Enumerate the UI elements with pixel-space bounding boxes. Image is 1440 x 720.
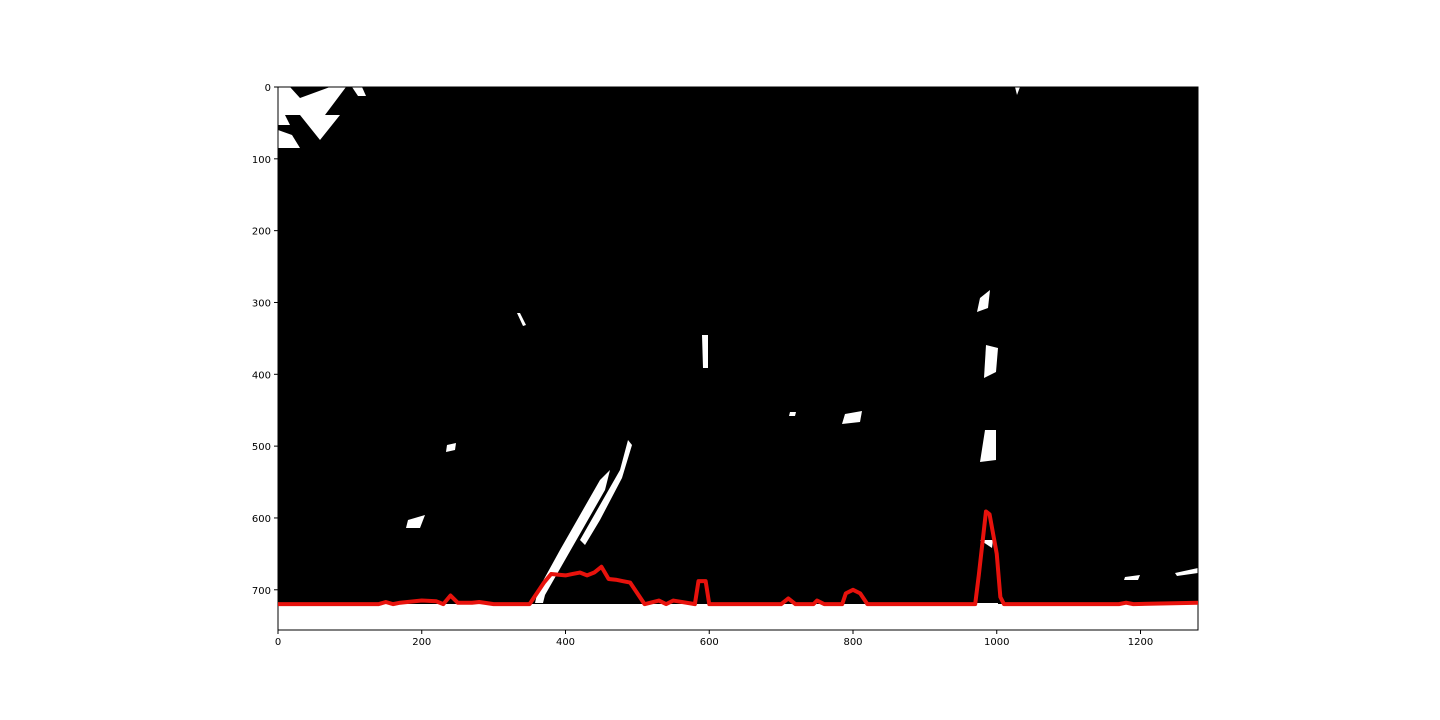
x-tick-label: 1200 xyxy=(1128,637,1153,648)
image-background xyxy=(278,87,1198,604)
y-tick-label: 0 xyxy=(265,83,271,94)
image-features xyxy=(278,87,1198,632)
y-tick-label: 500 xyxy=(252,442,271,453)
y-tick-label: 700 xyxy=(252,586,271,597)
x-tick-label: 600 xyxy=(700,637,719,648)
binary-image xyxy=(278,87,1198,632)
x-tick-label: 200 xyxy=(412,637,431,648)
y-tick-label: 100 xyxy=(252,155,271,166)
axes-frame xyxy=(277,86,1199,631)
y-tick-label: 400 xyxy=(252,370,271,381)
x-tick-label: 800 xyxy=(843,637,862,648)
y-tick-label: 200 xyxy=(252,227,271,238)
x-tick-label: 0 xyxy=(275,637,281,648)
x-tick-label: 1000 xyxy=(984,637,1009,648)
histogram-line xyxy=(278,509,1199,607)
y-tick-label: 600 xyxy=(252,514,271,525)
y-tick-label: 300 xyxy=(252,298,271,309)
x-tick-label: 400 xyxy=(556,637,575,648)
